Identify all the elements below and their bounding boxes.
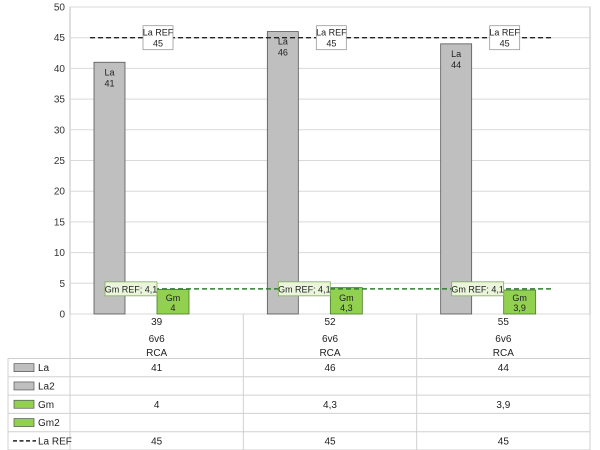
data-label-gm-value: 3,9 bbox=[513, 303, 526, 313]
table-cell: 45 bbox=[498, 436, 510, 447]
y-tick-label: 40 bbox=[54, 64, 66, 75]
bar-la bbox=[266, 31, 299, 315]
data-label-gm-ref-box bbox=[451, 281, 505, 297]
bar-la bbox=[93, 61, 126, 315]
data-label-la-ref-value: 45 bbox=[153, 39, 163, 49]
y-tick-label: 50 bbox=[54, 3, 66, 14]
legend-key bbox=[13, 399, 35, 409]
y-tick-label: 45 bbox=[54, 33, 66, 44]
bar-gm bbox=[503, 289, 537, 315]
table-cell: 4,3 bbox=[323, 400, 337, 411]
data-label-la-ref-box bbox=[315, 25, 347, 51]
table-cell: 45 bbox=[151, 436, 163, 447]
legend-label: La2 bbox=[38, 381, 55, 392]
data-label-la-name: La bbox=[278, 37, 288, 47]
table-cell: 44 bbox=[498, 363, 510, 374]
legend-label: La bbox=[38, 363, 50, 374]
legend-key bbox=[13, 363, 35, 372]
legend-key bbox=[13, 418, 35, 427]
legend-key bbox=[13, 381, 35, 391]
category-label: 55 bbox=[498, 317, 510, 328]
table-cell: 3,9 bbox=[496, 400, 510, 411]
table-cell: 41 bbox=[151, 363, 163, 374]
category-label: 39 bbox=[151, 317, 163, 328]
data-label-gm-ref-box bbox=[104, 281, 158, 297]
y-tick-label: 20 bbox=[54, 187, 66, 198]
data-label-la-ref-name: La REF bbox=[316, 28, 347, 38]
bar-gm bbox=[329, 287, 363, 315]
data-label-la-ref-value: 45 bbox=[326, 39, 336, 49]
data-label-gm-ref: Gm REF; 4,1 bbox=[105, 284, 158, 294]
data-label-la-ref-name: La REF bbox=[143, 28, 174, 38]
data-label-gm-value: 4,3 bbox=[340, 303, 353, 313]
data-label-gm-ref-box bbox=[277, 281, 331, 297]
data-label-la-ref-name: La REF bbox=[489, 28, 520, 38]
bar-la bbox=[440, 43, 473, 315]
data-label-gm-name: Gm bbox=[166, 293, 181, 303]
data-label-la-name: La bbox=[104, 67, 114, 77]
y-tick-label: 10 bbox=[54, 248, 66, 259]
legend-label: Gm2 bbox=[38, 418, 60, 429]
y-tick-label: 30 bbox=[54, 125, 66, 136]
category-label: 6v6 bbox=[495, 334, 512, 345]
category-label: RCA bbox=[146, 348, 167, 359]
table-cell: 46 bbox=[324, 363, 336, 374]
data-label-gm-name: Gm bbox=[512, 293, 527, 303]
y-tick-label: 35 bbox=[54, 95, 66, 106]
category-label: RCA bbox=[493, 348, 514, 359]
category-label: 6v6 bbox=[149, 334, 166, 345]
data-label-la-value: 44 bbox=[451, 60, 461, 70]
data-label-la-value: 46 bbox=[278, 48, 288, 58]
table-cell: 4 bbox=[154, 400, 160, 411]
data-label-la-value: 41 bbox=[104, 78, 114, 88]
y-tick-label: 25 bbox=[54, 156, 66, 167]
data-label-la-ref-value: 45 bbox=[500, 39, 510, 49]
category-label: 6v6 bbox=[322, 334, 339, 345]
data-label-la-name: La bbox=[451, 49, 461, 59]
data-label-la-ref-box bbox=[489, 25, 521, 51]
y-tick-label: 5 bbox=[59, 279, 65, 290]
legend-label: Gm bbox=[38, 400, 54, 411]
y-tick-label: 0 bbox=[59, 310, 65, 321]
data-label-gm-ref: Gm REF; 4,1 bbox=[278, 284, 331, 294]
data-label-gm-name: Gm bbox=[339, 293, 354, 303]
y-tick-label: 15 bbox=[54, 217, 66, 228]
data-label-gm-value: 4 bbox=[170, 303, 175, 313]
data-label-la-ref-box bbox=[142, 25, 174, 51]
category-label: 52 bbox=[324, 317, 336, 328]
category-label: RCA bbox=[319, 348, 340, 359]
table-cell: 45 bbox=[324, 436, 336, 447]
legend-label: La REF bbox=[38, 436, 72, 447]
data-label-gm-ref: Gm REF; 4,1 bbox=[451, 284, 504, 294]
